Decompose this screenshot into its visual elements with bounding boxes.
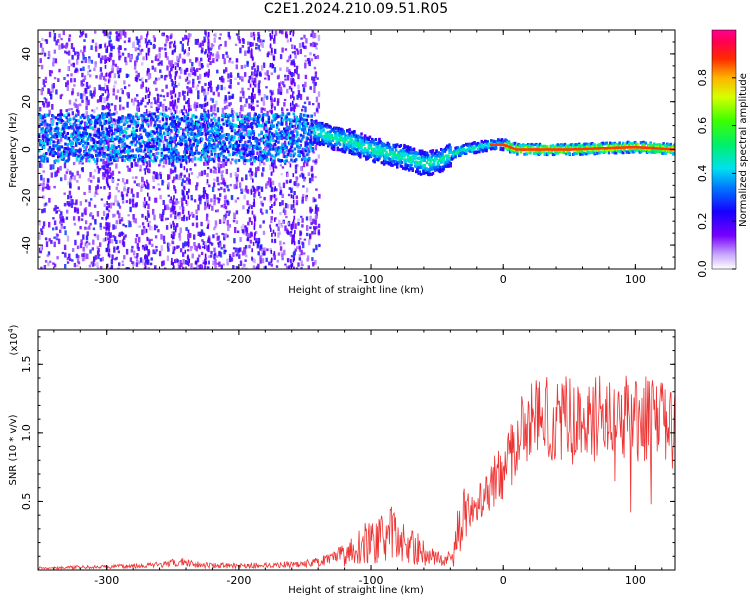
y-tick-label: 1.5 <box>20 356 33 374</box>
colorbar-tick-label: 0.2 <box>696 212 709 230</box>
colorbar-ticks: 0.0 0.2 0.4 0.6 0.8 <box>696 69 736 278</box>
x-tick-label: -200 <box>226 574 251 587</box>
x-tick-label: -300 <box>94 574 119 587</box>
y-tick-label: 20 <box>20 95 33 109</box>
snr-frame <box>37 329 676 571</box>
snr-series-line <box>38 375 675 570</box>
x-tick-label: -300 <box>94 273 119 286</box>
colorbar-gradient <box>712 30 736 269</box>
x-tick-label: 0 <box>500 273 507 286</box>
y-tick-label: 0 <box>20 146 33 153</box>
bottom-x-ticks: -300 -200 -100 0 100 <box>53 330 663 587</box>
y-tick-label: 1.0 <box>20 424 33 442</box>
colorbar-tick-label: 0.6 <box>696 117 709 135</box>
top-y-axis-label: Frequency (Hz) <box>8 112 19 188</box>
x-tick-label: -100 <box>359 574 384 587</box>
y-tick-label: 0.5 <box>20 493 33 511</box>
x-tick-label: -100 <box>359 273 384 286</box>
snr-panel: -300 -200 -100 0 100 0.5 1.0 1.5 Height of str… <box>7 324 676 596</box>
colorbar-label: Normalized spectral amplitude <box>738 73 749 227</box>
colorbar: 0.0 0.2 0.4 0.6 0.8 Normalized spectral ampl… <box>696 29 749 278</box>
top-y-ticks: -40 -20 0 20 40 <box>20 29 675 270</box>
y-tick-label: 40 <box>20 47 33 61</box>
colorbar-tick-label: 0.8 <box>696 69 709 87</box>
bottom-y-axis-label: SNR (10 * v/v) <box>8 414 19 485</box>
y-tick-label: -20 <box>20 188 33 206</box>
x-tick-label: 100 <box>625 273 646 286</box>
top-x-axis-label: Height of straight line (km) <box>288 285 424 296</box>
bottom-y-ticks: 0.5 1.0 1.5 <box>20 336 675 571</box>
top-x-ticks: -300 -200 -100 0 100 <box>53 30 663 286</box>
y-tick-label: -40 <box>20 236 33 254</box>
spectrogram-heatmap <box>38 30 675 269</box>
colorbar-tick-label: 0.0 <box>696 260 709 278</box>
x-tick-label: -200 <box>226 273 251 286</box>
x-tick-label: 100 <box>625 574 646 587</box>
colorbar-frame <box>711 29 737 270</box>
colorbar-tick-label: 0.4 <box>696 165 709 183</box>
x-tick-label: 0 <box>500 574 507 587</box>
page-title: C2E1.2024.210.09.51.R05 <box>263 1 449 17</box>
bottom-x-axis-label: Height of straight line (km) <box>288 585 424 596</box>
y-multiplier-label: (x104) <box>7 324 20 355</box>
